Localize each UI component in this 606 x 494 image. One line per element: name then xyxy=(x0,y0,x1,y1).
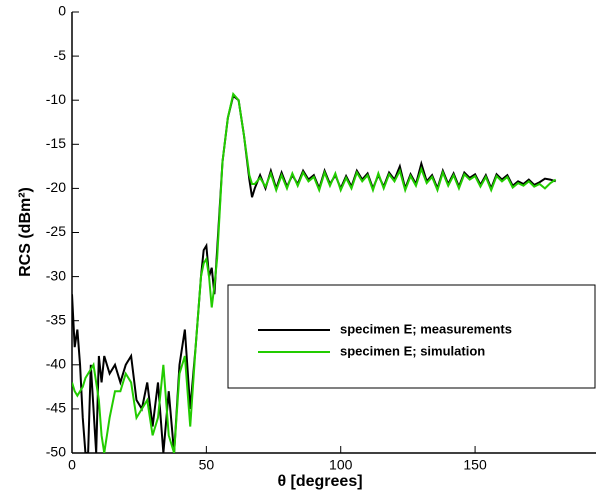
y-tick-label: -50 xyxy=(46,444,66,460)
y-tick-label: -5 xyxy=(54,47,67,63)
x-tick-label: 100 xyxy=(329,457,353,473)
y-tick-label: -10 xyxy=(46,91,66,107)
series-line xyxy=(72,94,557,453)
y-tick-label: -35 xyxy=(46,311,66,327)
y-tick-label: -25 xyxy=(46,223,66,239)
series-line xyxy=(72,91,557,453)
y-tick-label: 0 xyxy=(58,3,66,19)
x-tick-label: 150 xyxy=(463,457,487,473)
y-tick-label: -40 xyxy=(46,356,66,372)
y-tick-label: -15 xyxy=(46,135,66,151)
y-tick-label: -20 xyxy=(46,179,66,195)
x-tick-label: 50 xyxy=(199,457,215,473)
y-tick-label: -30 xyxy=(46,267,66,283)
legend-label: specimen E; measurements xyxy=(340,321,512,336)
y-tick-label: -45 xyxy=(46,400,66,416)
y-axis-label: RCS (dBm²) xyxy=(17,187,34,277)
plot-area xyxy=(72,91,557,453)
legend-box xyxy=(227,284,596,389)
x-tick-label: 0 xyxy=(68,457,76,473)
legend-label: specimen E; simulation xyxy=(340,343,485,358)
x-axis-label: θ [degrees] xyxy=(277,473,362,490)
